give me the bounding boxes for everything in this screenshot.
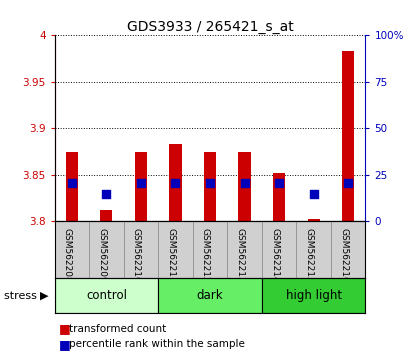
Text: GSM562208: GSM562208 (63, 228, 72, 283)
Text: transformed count: transformed count (69, 324, 167, 333)
Text: GSM562216: GSM562216 (339, 228, 348, 283)
Text: GSM562214: GSM562214 (270, 228, 279, 283)
Bar (135, 152, 147, 221)
Bar (55, 278, 158, 313)
Point (276, 180, 282, 186)
Text: percentile rank within the sample: percentile rank within the sample (69, 339, 245, 349)
Title: GDS3933 / 265421_s_at: GDS3933 / 265421_s_at (126, 21, 294, 34)
Point (103, 192, 110, 197)
Bar (307, 219, 320, 221)
Text: high light: high light (286, 289, 341, 302)
Text: ■: ■ (59, 322, 71, 335)
Bar (169, 144, 181, 221)
Point (207, 180, 213, 186)
Bar (158, 278, 262, 313)
Bar (66, 152, 78, 221)
Text: control: control (86, 289, 127, 302)
Text: GSM562213: GSM562213 (236, 228, 244, 283)
Text: ▶: ▶ (40, 291, 48, 301)
Text: GSM562209: GSM562209 (97, 228, 106, 283)
Bar (273, 173, 285, 221)
Text: ■: ■ (59, 338, 71, 350)
Bar (100, 210, 113, 221)
Point (241, 180, 248, 186)
Point (345, 180, 352, 186)
Text: GSM562212: GSM562212 (201, 228, 210, 283)
Bar (239, 152, 251, 221)
Bar (342, 51, 354, 221)
Bar (204, 152, 216, 221)
Text: GSM562210: GSM562210 (132, 228, 141, 283)
Text: GSM562211: GSM562211 (166, 228, 176, 283)
Point (172, 180, 179, 186)
Text: dark: dark (197, 289, 223, 302)
Text: stress: stress (4, 291, 41, 301)
Point (310, 192, 317, 197)
Bar (262, 278, 365, 313)
Point (138, 180, 144, 186)
Text: GSM562215: GSM562215 (304, 228, 314, 283)
Point (68, 180, 75, 186)
